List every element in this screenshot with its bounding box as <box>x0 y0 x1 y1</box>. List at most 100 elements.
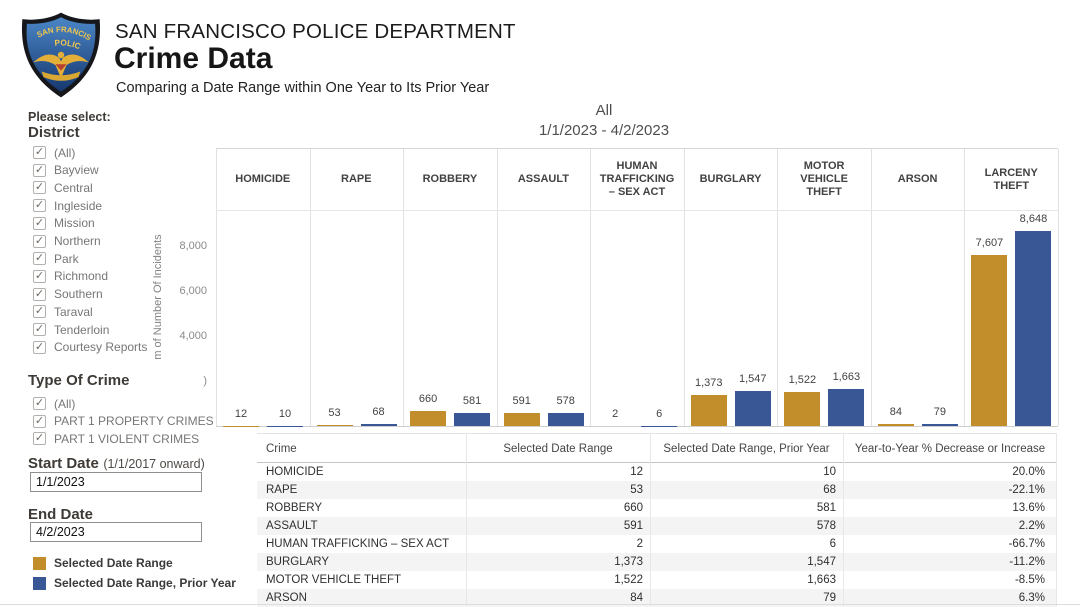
y-tick-label: 6,000 <box>147 285 207 297</box>
crime-type-filter-part-1-violent-crimes[interactable]: ✓PART 1 VIOLENT CRIMES <box>33 431 199 446</box>
bar-value-label: 68 <box>351 406 407 418</box>
checkbox-label: Northern <box>54 234 101 248</box>
checkbox-checked[interactable]: ✓ <box>33 432 46 445</box>
bar-selected-range-larceny-theft[interactable] <box>971 255 1007 426</box>
bar-selected-range-arson[interactable] <box>878 424 914 426</box>
checkbox-checked[interactable]: ✓ <box>33 164 46 177</box>
bar-value-label: 10 <box>257 408 313 420</box>
district-filter-park[interactable]: ✓Park <box>33 251 79 266</box>
bar-selected-range-motor-vehicle-theft[interactable] <box>784 392 820 426</box>
checkbox-label: Bayview <box>54 163 99 177</box>
legend-label: Selected Date Range, Prior Year <box>54 576 236 590</box>
table-cell-value: -22.1% <box>843 481 1057 499</box>
district-filter-tenderloin[interactable]: ✓ Tenderloin <box>33 322 109 337</box>
category-header: MOTOR VEHICLE THEFT <box>777 149 871 210</box>
checkbox-checked[interactable]: ✓ <box>33 146 46 159</box>
header-band-divider <box>216 210 1058 211</box>
table-cell-value: 2.2% <box>843 517 1057 535</box>
checkbox-label: Ingleside <box>54 199 102 213</box>
table-cell-crime: HUMAN TRAFFICKING – SEX ACT <box>257 535 466 553</box>
legend-item-prior-year[interactable]: Selected Date Range, Prior Year <box>33 576 236 590</box>
table-cell-crime: MOTOR VEHICLE THEFT <box>257 571 466 589</box>
bar-prior-year-assault[interactable] <box>548 413 584 426</box>
district-filter--all-[interactable]: ✓(All) <box>33 145 75 160</box>
bar-prior-year-robbery[interactable] <box>454 413 490 426</box>
bar-selected-range-burglary[interactable] <box>691 395 727 426</box>
category-header: ARSON <box>871 149 965 210</box>
table-cell-value: -66.7% <box>843 535 1057 553</box>
checkbox-checked[interactable]: ✓ <box>33 305 46 318</box>
checkbox-checked[interactable]: ✓ <box>33 415 46 428</box>
checkbox-label: Tenderloin <box>54 323 109 337</box>
district-section-title: District <box>28 124 80 141</box>
bar-selected-range-robbery[interactable] <box>410 411 446 426</box>
chart-title: All <box>150 101 1058 121</box>
checkbox-checked[interactable]: ✓ <box>33 199 46 212</box>
checkbox-checked[interactable]: ✓ <box>33 252 46 265</box>
checkbox-label: Taraval <box>54 305 93 319</box>
bar-value-label: 1,663 <box>818 371 874 383</box>
table-cell-value: 660 <box>466 499 650 517</box>
district-filter-richmond[interactable]: ✓Richmond <box>33 269 108 284</box>
bar-prior-year-larceny-theft[interactable] <box>1015 231 1051 426</box>
table-cell-crime: RAPE <box>257 481 466 499</box>
district-filter-courtesy-reports[interactable]: ✓ Courtesy Reports <box>33 340 147 355</box>
bar-prior-year-motor-vehicle-theft[interactable] <box>828 389 864 426</box>
table-column-separator <box>843 433 844 606</box>
checkbox-checked[interactable]: ✓ <box>33 270 46 283</box>
crime-type-filter-part-1-property-crimes[interactable]: ✓PART 1 PROPERTY CRIMES <box>33 414 214 429</box>
bar-value-label: 581 <box>444 395 500 407</box>
checkbox-checked[interactable]: ✓ <box>33 217 46 230</box>
category-header: ROBBERY <box>403 149 497 210</box>
district-filter-bayview[interactable]: ✓ Bayview <box>33 163 99 178</box>
bar-selected-range-rape[interactable] <box>317 425 353 426</box>
checkbox-checked[interactable]: ✓ <box>33 181 46 194</box>
district-filter-mission[interactable]: ✓Mission <box>33 216 95 231</box>
y-tick-label: ) <box>147 375 207 387</box>
checkbox-checked[interactable]: ✓ <box>33 397 46 410</box>
table-cell-value: 6 <box>650 535 843 553</box>
bar-value-label: 7,607 <box>961 237 1017 249</box>
bar-value-label: 6 <box>631 408 687 420</box>
table-column-separator <box>1056 433 1057 606</box>
table-cell-crime: HOMICIDE <box>257 463 466 481</box>
table-header-cell: Selected Date Range <box>466 434 650 463</box>
table-cell-value: 1,373 <box>466 553 650 571</box>
table-cell-value: 53 <box>466 481 650 499</box>
bar-selected-range-assault[interactable] <box>504 413 540 426</box>
district-filter-southern[interactable]: ✓Southern <box>33 287 103 302</box>
y-tick-label: 4,000 <box>147 330 207 342</box>
bar-prior-year-rape[interactable] <box>361 424 397 426</box>
district-filter-ingleside[interactable]: ✓ Ingleside <box>33 198 102 213</box>
district-filter-northern[interactable]: ✓ Northern <box>33 234 101 249</box>
legend-item-selected-range[interactable]: Selected Date Range <box>33 556 173 570</box>
end-date-label: End Date <box>28 506 93 523</box>
checkbox-checked[interactable]: ✓ <box>33 235 46 248</box>
district-filter-taraval[interactable]: ✓ Taraval <box>33 304 93 319</box>
district-filter-central[interactable]: ✓Central <box>33 180 93 195</box>
checkbox-label: Courtesy Reports <box>54 340 147 354</box>
table-cell-value: 581 <box>650 499 843 517</box>
checkbox-checked[interactable]: ✓ <box>33 323 46 336</box>
table-cell-value: 13.6% <box>843 499 1057 517</box>
checkbox-checked[interactable]: ✓ <box>33 341 46 354</box>
bar-value-label: 1,547 <box>725 373 781 385</box>
checkbox-checked[interactable]: ✓ <box>33 288 46 301</box>
crime-type-filter--all-[interactable]: ✓ (All) <box>33 396 75 411</box>
chart-subtitle: 1/1/2023 - 4/2/2023 <box>150 121 1058 141</box>
start-date-input[interactable] <box>30 472 202 492</box>
checkbox-label: (All) <box>54 397 75 411</box>
end-date-input[interactable] <box>30 522 202 542</box>
column-separator <box>1058 149 1059 426</box>
bar-prior-year-burglary[interactable] <box>735 391 771 426</box>
bar-prior-year-arson[interactable] <box>922 424 958 426</box>
